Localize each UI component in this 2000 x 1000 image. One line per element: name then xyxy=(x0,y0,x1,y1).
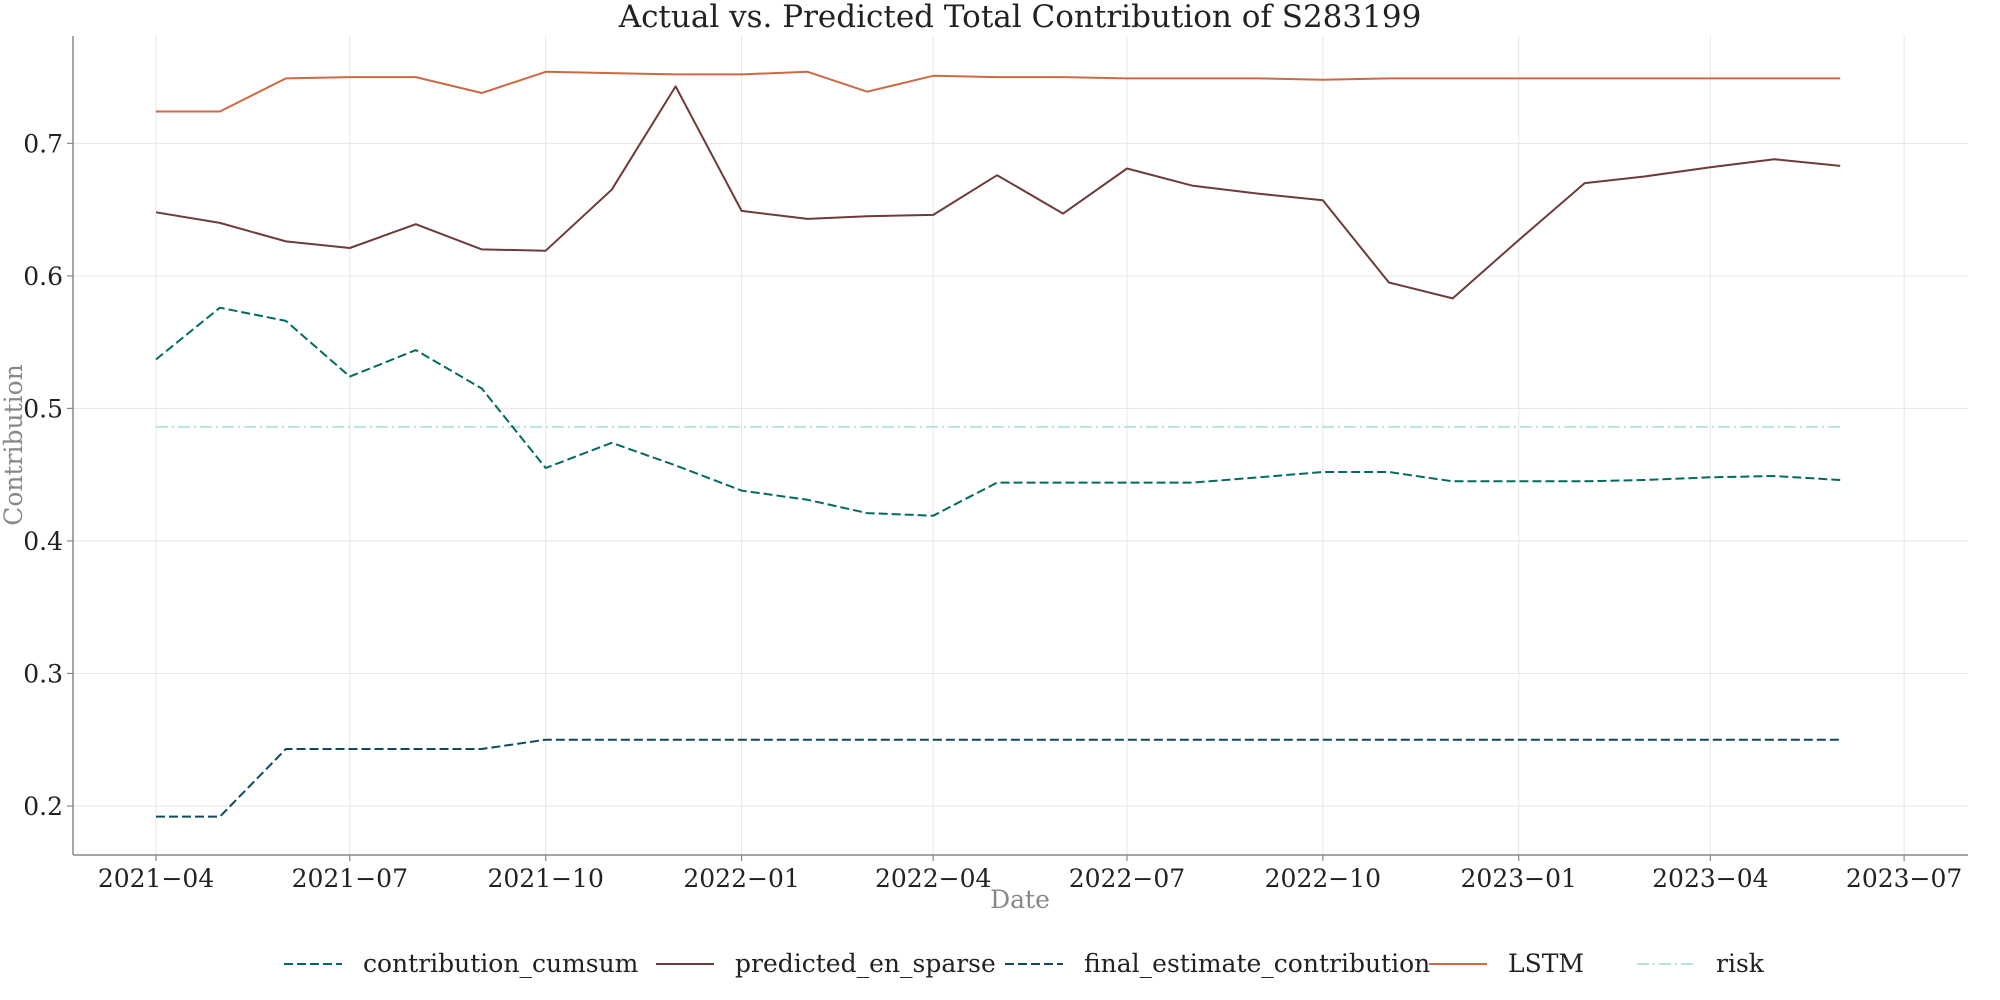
x-tick-label: 2021−10 xyxy=(487,864,603,893)
y-tick-label: 0.6 xyxy=(23,262,63,291)
x-tick-label: 2021−07 xyxy=(292,864,408,893)
x-tick-label: 2021−04 xyxy=(98,864,214,893)
chart-title: Actual vs. Predicted Total Contribution … xyxy=(618,0,1422,35)
series-line-predicted-en-sparse xyxy=(155,85,1841,300)
legend-label: final_estimate_contribution xyxy=(1084,949,1430,978)
y-tick-label: 0.7 xyxy=(23,129,63,158)
legend-label: risk xyxy=(1716,949,1765,978)
y-tick-label: 0.2 xyxy=(23,792,63,821)
legend-label: predicted_en_sparse xyxy=(735,949,996,978)
x-tick-label: 2022−04 xyxy=(875,864,991,893)
series-line-contribution-cumsum xyxy=(155,306,1841,517)
legend: contribution_cumsum predicted_en_sparse fi… xyxy=(284,949,1765,978)
y-tick-label: 0.5 xyxy=(23,394,63,423)
x-axis-title: Date xyxy=(990,885,1050,914)
series-line-final-estimate-contribution xyxy=(156,738,1841,818)
x-tick-label: 2023−04 xyxy=(1652,864,1768,893)
legend-label: contribution_cumsum xyxy=(363,949,639,978)
y-tick-label: 0.4 xyxy=(23,527,63,556)
y-tick-label: 0.3 xyxy=(23,659,63,688)
grid xyxy=(73,36,1968,855)
x-tick-label: 2023−01 xyxy=(1461,864,1577,893)
x-tick-label: 2022−01 xyxy=(683,864,799,893)
tick-labels: 2021−04 2021−07 2021−10 2022−01 2022−04 2022−… xyxy=(23,129,1962,893)
x-tick-label: 2023−07 xyxy=(1846,864,1962,893)
series-lines xyxy=(155,70,1841,818)
x-tick-label: 2022−07 xyxy=(1069,864,1185,893)
series-line-lstm xyxy=(156,70,1841,113)
legend-label: LSTM xyxy=(1508,949,1584,978)
axes xyxy=(72,36,1968,856)
y-axis-title: Contribution xyxy=(0,364,28,526)
x-tick-label: 2022−10 xyxy=(1265,864,1381,893)
